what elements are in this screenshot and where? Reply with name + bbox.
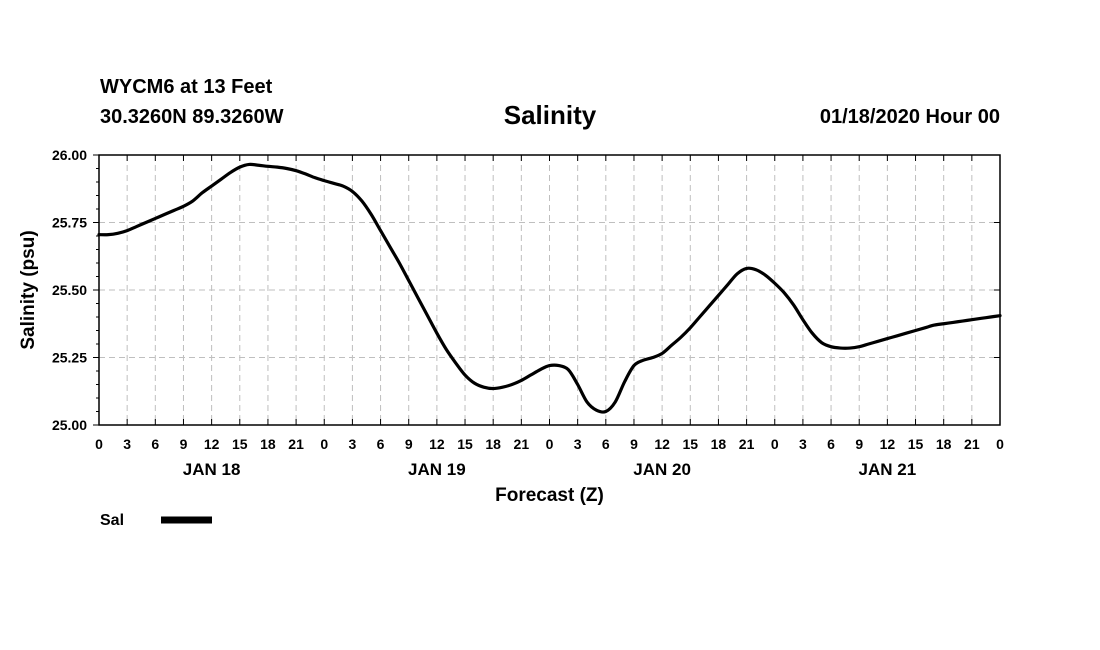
x-tick-label: 0 xyxy=(996,436,1004,452)
x-tick-label: 9 xyxy=(630,436,638,452)
x-tick-label: 21 xyxy=(288,436,304,452)
plot-frame xyxy=(98,154,1001,426)
x-tick-label: 0 xyxy=(95,436,103,452)
coordinates-label: 30.3260N 89.3260W xyxy=(100,106,284,128)
ticks-layer: 0 3 6 9 12 15 18 21 0 3 6 9 12 15 18 21 0 3 6 9 12 15 18 21 0 3 6 9… xyxy=(52,147,1004,479)
day-label: JAN 19 xyxy=(408,460,466,479)
legend: Sal xyxy=(100,512,212,529)
x-tick-label: 12 xyxy=(880,436,896,452)
x-tick-label: 6 xyxy=(151,436,159,452)
y-tick-label: 25.25 xyxy=(52,350,87,366)
day-label: JAN 21 xyxy=(859,460,917,479)
x-tick-label: 3 xyxy=(349,436,357,452)
x-tick-label: 18 xyxy=(485,436,501,452)
y-axis-label: Salinity (psu) xyxy=(18,230,39,349)
x-tick-label: 6 xyxy=(602,436,610,452)
x-tick-label: 18 xyxy=(711,436,727,452)
x-tick-label: 3 xyxy=(123,436,131,452)
x-tick-label: 15 xyxy=(457,436,473,452)
issued-time-label: 01/18/2020 Hour 00 xyxy=(819,106,1000,128)
x-tick-label: 18 xyxy=(260,436,276,452)
x-tick-label: 15 xyxy=(682,436,698,452)
x-tick-label: 12 xyxy=(654,436,670,452)
y-tick-label: 25.50 xyxy=(52,282,87,298)
y-tick-label: 25.00 xyxy=(52,417,87,433)
x-tick-label: 15 xyxy=(232,436,248,452)
x-tick-label: 0 xyxy=(771,436,779,452)
chart-title: Salinity xyxy=(503,100,597,130)
legend-label-sal: Sal xyxy=(100,512,124,529)
x-tick-label: 21 xyxy=(514,436,530,452)
x-tick-label: 3 xyxy=(799,436,807,452)
x-axis-label: Forecast (Z) xyxy=(495,485,604,506)
day-label: JAN 18 xyxy=(183,460,241,479)
day-label: JAN 20 xyxy=(633,460,691,479)
y-tick-label: 26.00 xyxy=(52,147,87,163)
x-tick-label: 0 xyxy=(320,436,328,452)
series-layer xyxy=(97,162,1002,414)
grid-layer xyxy=(99,155,1000,425)
x-tick-label: 21 xyxy=(964,436,980,452)
x-tick-label: 15 xyxy=(908,436,924,452)
x-tick-label: 21 xyxy=(739,436,755,452)
x-tick-label: 9 xyxy=(180,436,188,452)
x-tick-label: 18 xyxy=(936,436,952,452)
series-line-sal xyxy=(97,162,1002,414)
station-label: WYCM6 at 13 Feet xyxy=(100,76,273,98)
x-tick-label: 3 xyxy=(574,436,582,452)
x-tick-label: 0 xyxy=(546,436,554,452)
x-tick-label: 9 xyxy=(855,436,863,452)
x-tick-label: 12 xyxy=(429,436,445,452)
x-tick-label: 6 xyxy=(827,436,835,452)
x-tick-label: 9 xyxy=(405,436,413,452)
y-tick-label: 25.75 xyxy=(52,215,87,231)
x-tick-label: 12 xyxy=(204,436,220,452)
x-tick-label: 6 xyxy=(377,436,385,452)
